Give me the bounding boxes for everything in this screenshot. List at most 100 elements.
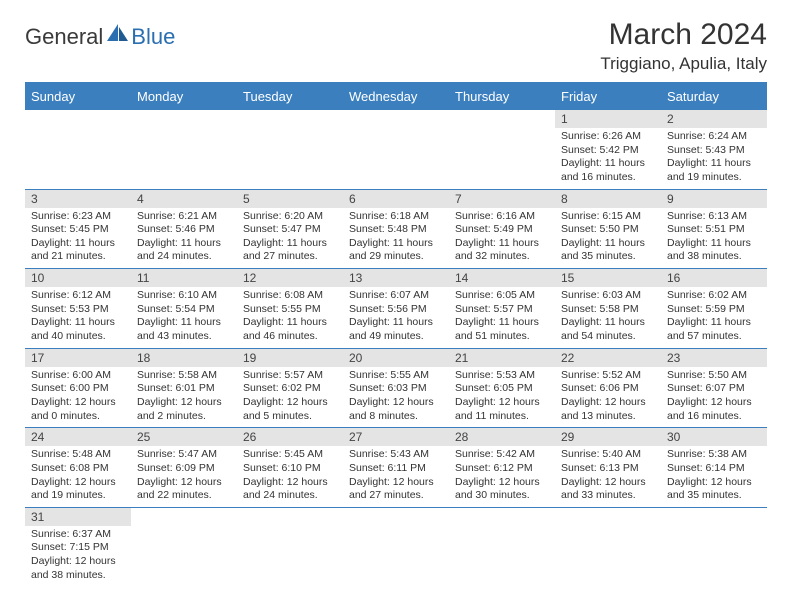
day-info-line: Sunset: 6:06 PM — [561, 382, 655, 396]
day-data-cell: Sunrise: 6:26 AMSunset: 5:42 PMDaylight:… — [555, 128, 661, 189]
day-data-cell: Sunrise: 6:18 AMSunset: 5:48 PMDaylight:… — [343, 208, 449, 269]
day-data-cell: Sunrise: 6:00 AMSunset: 6:00 PMDaylight:… — [25, 367, 131, 428]
day-info-line: Daylight: 11 hours — [667, 316, 761, 330]
day-number-cell: 28 — [449, 428, 555, 447]
day-info-line: Daylight: 12 hours — [31, 396, 125, 410]
day-info-line: and 8 minutes. — [349, 410, 443, 424]
week-data-row: Sunrise: 5:48 AMSunset: 6:08 PMDaylight:… — [25, 446, 767, 507]
day-number-cell — [343, 507, 449, 526]
day-number-cell: 30 — [661, 428, 767, 447]
day-info-line: and 5 minutes. — [243, 410, 337, 424]
day-info-line: and 33 minutes. — [561, 489, 655, 503]
day-number-cell: 25 — [131, 428, 237, 447]
day-info-line: Daylight: 11 hours — [243, 237, 337, 251]
day-info-line: Sunset: 6:05 PM — [455, 382, 549, 396]
day-info-line: and 2 minutes. — [137, 410, 231, 424]
day-number-cell — [25, 110, 131, 129]
day-data-cell: Sunrise: 6:15 AMSunset: 5:50 PMDaylight:… — [555, 208, 661, 269]
day-data-cell: Sunrise: 6:05 AMSunset: 5:57 PMDaylight:… — [449, 287, 555, 348]
day-info-line: Sunrise: 6:13 AM — [667, 210, 761, 224]
day-data-cell — [661, 526, 767, 587]
day-info-line: Sunrise: 6:18 AM — [349, 210, 443, 224]
day-info-line: and 19 minutes. — [667, 171, 761, 185]
week-daynum-row: 17181920212223 — [25, 348, 767, 367]
day-data-cell — [131, 526, 237, 587]
day-info-line: Daylight: 11 hours — [349, 316, 443, 330]
day-info-line: Sunrise: 6:15 AM — [561, 210, 655, 224]
day-info-line: Sunrise: 6:20 AM — [243, 210, 337, 224]
day-info-line: Daylight: 11 hours — [667, 157, 761, 171]
day-info-line: Daylight: 11 hours — [561, 157, 655, 171]
day-data-cell — [237, 128, 343, 189]
day-data-cell: Sunrise: 5:55 AMSunset: 6:03 PMDaylight:… — [343, 367, 449, 428]
week-daynum-row: 31 — [25, 507, 767, 526]
day-info-line: Daylight: 11 hours — [243, 316, 337, 330]
logo-text-general: General — [25, 24, 103, 50]
day-number-cell — [237, 507, 343, 526]
day-data-cell — [449, 128, 555, 189]
day-info-line: Daylight: 12 hours — [243, 396, 337, 410]
day-info-line: and 38 minutes. — [31, 569, 125, 583]
day-info-line: and 16 minutes. — [561, 171, 655, 185]
day-data-cell: Sunrise: 5:53 AMSunset: 6:05 PMDaylight:… — [449, 367, 555, 428]
day-number-cell: 11 — [131, 269, 237, 288]
week-data-row: Sunrise: 6:00 AMSunset: 6:00 PMDaylight:… — [25, 367, 767, 428]
day-data-cell — [131, 128, 237, 189]
day-info-line: Sunrise: 5:50 AM — [667, 369, 761, 383]
day-info-line: Daylight: 11 hours — [31, 237, 125, 251]
day-number-cell: 2 — [661, 110, 767, 129]
calendar-table: Sunday Monday Tuesday Wednesday Thursday… — [25, 82, 767, 586]
day-number-cell: 24 — [25, 428, 131, 447]
day-info-line: Sunset: 5:43 PM — [667, 144, 761, 158]
day-info-line: Sunset: 6:13 PM — [561, 462, 655, 476]
day-data-cell — [449, 526, 555, 587]
day-number-cell: 14 — [449, 269, 555, 288]
day-info-line: and 21 minutes. — [31, 250, 125, 264]
day-info-line: Sunrise: 6:02 AM — [667, 289, 761, 303]
day-info-line: and 43 minutes. — [137, 330, 231, 344]
day-number-cell: 19 — [237, 348, 343, 367]
day-number-cell: 6 — [343, 189, 449, 208]
day-number-cell — [555, 507, 661, 526]
day-data-cell: Sunrise: 6:10 AMSunset: 5:54 PMDaylight:… — [131, 287, 237, 348]
day-info-line: and 13 minutes. — [561, 410, 655, 424]
week-daynum-row: 24252627282930 — [25, 428, 767, 447]
day-info-line: Sunrise: 6:16 AM — [455, 210, 549, 224]
day-info-line: and 16 minutes. — [667, 410, 761, 424]
day-info-line: Sunset: 6:07 PM — [667, 382, 761, 396]
day-info-line: Sunset: 5:48 PM — [349, 223, 443, 237]
day-info-line: and 19 minutes. — [31, 489, 125, 503]
day-info-line: Daylight: 12 hours — [561, 396, 655, 410]
day-number-cell: 5 — [237, 189, 343, 208]
day-info-line: Sunrise: 6:37 AM — [31, 528, 125, 542]
day-info-line: Sunset: 5:54 PM — [137, 303, 231, 317]
day-data-cell: Sunrise: 6:37 AMSunset: 7:15 PMDaylight:… — [25, 526, 131, 587]
day-data-cell: Sunrise: 5:40 AMSunset: 6:13 PMDaylight:… — [555, 446, 661, 507]
day-number-cell — [449, 507, 555, 526]
day-number-cell: 10 — [25, 269, 131, 288]
day-info-line: Sunset: 5:47 PM — [243, 223, 337, 237]
day-info-line: and 35 minutes. — [561, 250, 655, 264]
weekday-thursday: Thursday — [449, 83, 555, 110]
day-number-cell: 20 — [343, 348, 449, 367]
day-number-cell: 31 — [25, 507, 131, 526]
day-info-line: and 30 minutes. — [455, 489, 549, 503]
day-info-line: Daylight: 11 hours — [137, 237, 231, 251]
day-number-cell: 7 — [449, 189, 555, 208]
day-info-line: Sunrise: 6:21 AM — [137, 210, 231, 224]
day-info-line: Sunrise: 6:26 AM — [561, 130, 655, 144]
day-data-cell: Sunrise: 6:21 AMSunset: 5:46 PMDaylight:… — [131, 208, 237, 269]
day-info-line: Sunset: 6:03 PM — [349, 382, 443, 396]
day-info-line: Sunrise: 5:48 AM — [31, 448, 125, 462]
day-data-cell: Sunrise: 6:24 AMSunset: 5:43 PMDaylight:… — [661, 128, 767, 189]
day-info-line: Daylight: 11 hours — [137, 316, 231, 330]
day-number-cell: 18 — [131, 348, 237, 367]
day-info-line: Sunset: 6:12 PM — [455, 462, 549, 476]
day-info-line: and 11 minutes. — [455, 410, 549, 424]
day-data-cell: Sunrise: 5:50 AMSunset: 6:07 PMDaylight:… — [661, 367, 767, 428]
day-number-cell: 16 — [661, 269, 767, 288]
month-title: March 2024 — [600, 18, 767, 52]
day-info-line: Sunset: 5:53 PM — [31, 303, 125, 317]
day-data-cell: Sunrise: 5:48 AMSunset: 6:08 PMDaylight:… — [25, 446, 131, 507]
day-number-cell — [343, 110, 449, 129]
